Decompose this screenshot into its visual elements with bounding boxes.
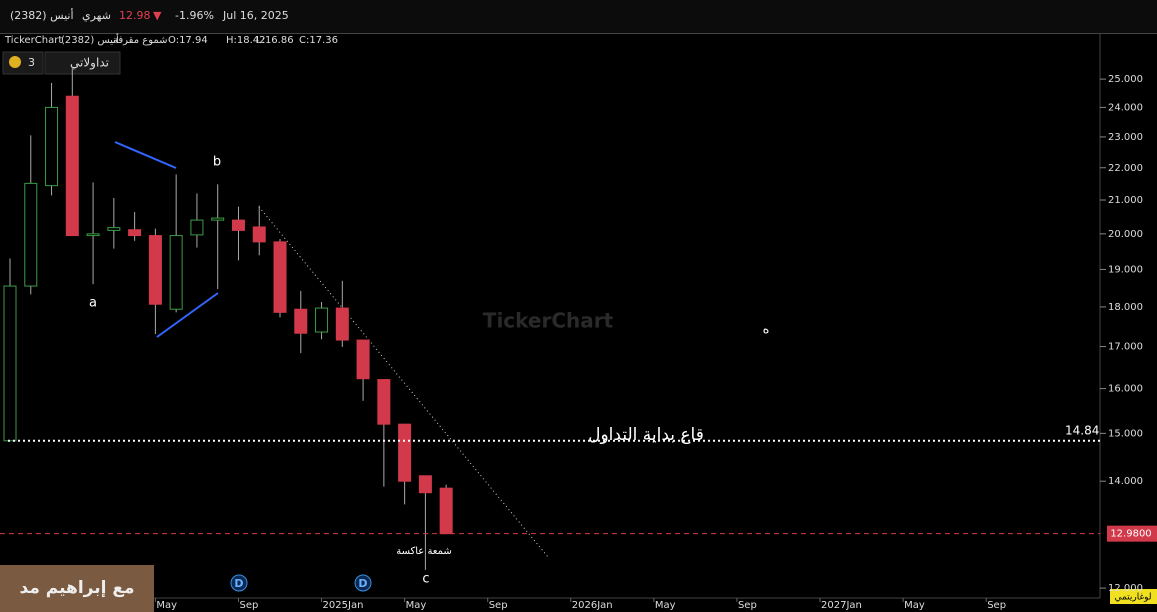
annotation: b	[213, 155, 221, 170]
dividend-icon	[230, 574, 248, 592]
candle-body	[190, 219, 204, 236]
y-tick-label: 18.000	[1108, 302, 1143, 313]
change: -1.96%	[175, 9, 214, 22]
y-tick-label: 22.000	[1108, 163, 1143, 174]
dividend-icon	[354, 574, 372, 592]
trend-line	[114, 141, 177, 169]
credit: مع إبراهيم مد	[20, 578, 135, 598]
candle-body	[65, 95, 79, 237]
candle-body	[315, 307, 329, 333]
ohlc: C:17.36	[299, 35, 338, 46]
annotation: شمعة عاكسة	[396, 546, 452, 557]
y-tick-label: 19.000	[1108, 264, 1143, 275]
candle-body	[398, 423, 412, 482]
bell-icon	[9, 56, 21, 68]
symbol-name: (2382) أنيس	[61, 35, 119, 46]
price-tag-label: 12.9800	[1110, 529, 1151, 540]
y-tick-label: 15.000	[1108, 428, 1143, 439]
x-tick-label: Sep	[239, 600, 258, 611]
dividend-marker: D	[234, 577, 243, 590]
watermark: TickerChart	[483, 309, 614, 333]
date: Jul 16, 2025	[223, 9, 289, 22]
y-tick-label: 14.000	[1108, 476, 1143, 487]
annotation: a	[89, 296, 97, 311]
candle-body	[335, 307, 349, 341]
candle-body	[252, 226, 266, 243]
candle-body	[231, 219, 245, 231]
candle-body	[377, 379, 391, 425]
dividend-marker: D	[358, 577, 367, 590]
x-tick-label: 2026Jan	[572, 600, 613, 611]
candle-body	[45, 106, 59, 187]
candle-body	[356, 339, 370, 380]
level-value: 14.84	[1065, 423, 1099, 437]
x-tick-label: May	[904, 600, 925, 611]
x-tick-label: Sep	[489, 600, 508, 611]
down-arrow: ▼	[153, 9, 162, 22]
x-tick-label: May	[655, 600, 676, 611]
candle-body	[211, 217, 225, 221]
source: TickerChart	[5, 35, 63, 46]
candle-body	[86, 233, 100, 237]
annotation: c	[422, 572, 429, 587]
toolbar: 3 تداولاتي	[2, 51, 121, 75]
x-tick-label: May	[406, 600, 427, 611]
y-tick-label: 20.000	[1108, 229, 1143, 240]
alert-count: 3	[28, 56, 35, 69]
x-tick-label: 2027Jan	[821, 600, 862, 611]
candle-body	[148, 235, 162, 305]
chart-style: شموع مقرفة	[113, 35, 168, 46]
trend-line	[258, 206, 549, 558]
y-tick-label: 23.000	[1108, 132, 1143, 143]
candle-body	[418, 475, 432, 494]
annotation: ه	[763, 323, 770, 338]
portfolio-button[interactable]	[44, 51, 121, 75]
x-tick-label: Sep	[738, 600, 757, 611]
symbol[interactable]: (2382) أنيس	[10, 9, 74, 22]
y-tick-label: 12.000	[1108, 583, 1143, 594]
x-tick-label: May	[156, 600, 177, 611]
top-bar: (2382) أنيس شهري 12.98 ▼ -1.96% Jul 16, …	[0, 0, 1157, 34]
ohlc: H:18.42	[226, 35, 266, 46]
candle-body	[107, 227, 121, 231]
credit-box	[0, 565, 154, 612]
candle-body	[439, 487, 453, 535]
ohlc: O:17.94	[168, 35, 208, 46]
level-label: قاع بداية التداول	[588, 425, 704, 445]
candle-body	[294, 308, 308, 334]
y-tick-label: 17.000	[1108, 342, 1143, 353]
portfolio: تداولاتي	[70, 56, 109, 71]
scale-mode: لوغاريتمي	[1114, 593, 1151, 603]
scale-mode-box[interactable]	[1110, 589, 1157, 604]
y-tick-label: 16.000	[1108, 384, 1143, 395]
y-tick-label: 24.000	[1108, 102, 1143, 113]
ohlc: L:16.86	[256, 35, 294, 46]
alert-button[interactable]	[2, 51, 44, 75]
candle-body	[24, 182, 38, 287]
candle-body	[128, 229, 142, 237]
trend-line	[156, 292, 219, 338]
candle-body	[3, 285, 17, 442]
x-tick-label: 2025Jan	[323, 600, 364, 611]
candle-body	[273, 241, 287, 313]
period[interactable]: شهري	[82, 9, 111, 22]
y-tick-label: 21.000	[1108, 195, 1143, 206]
y-tick-label: 25.000	[1108, 74, 1143, 85]
candle-body	[169, 235, 183, 310]
price-tag	[1107, 525, 1157, 542]
price: 12.98	[119, 9, 151, 22]
x-tick-label: Sep	[987, 600, 1006, 611]
